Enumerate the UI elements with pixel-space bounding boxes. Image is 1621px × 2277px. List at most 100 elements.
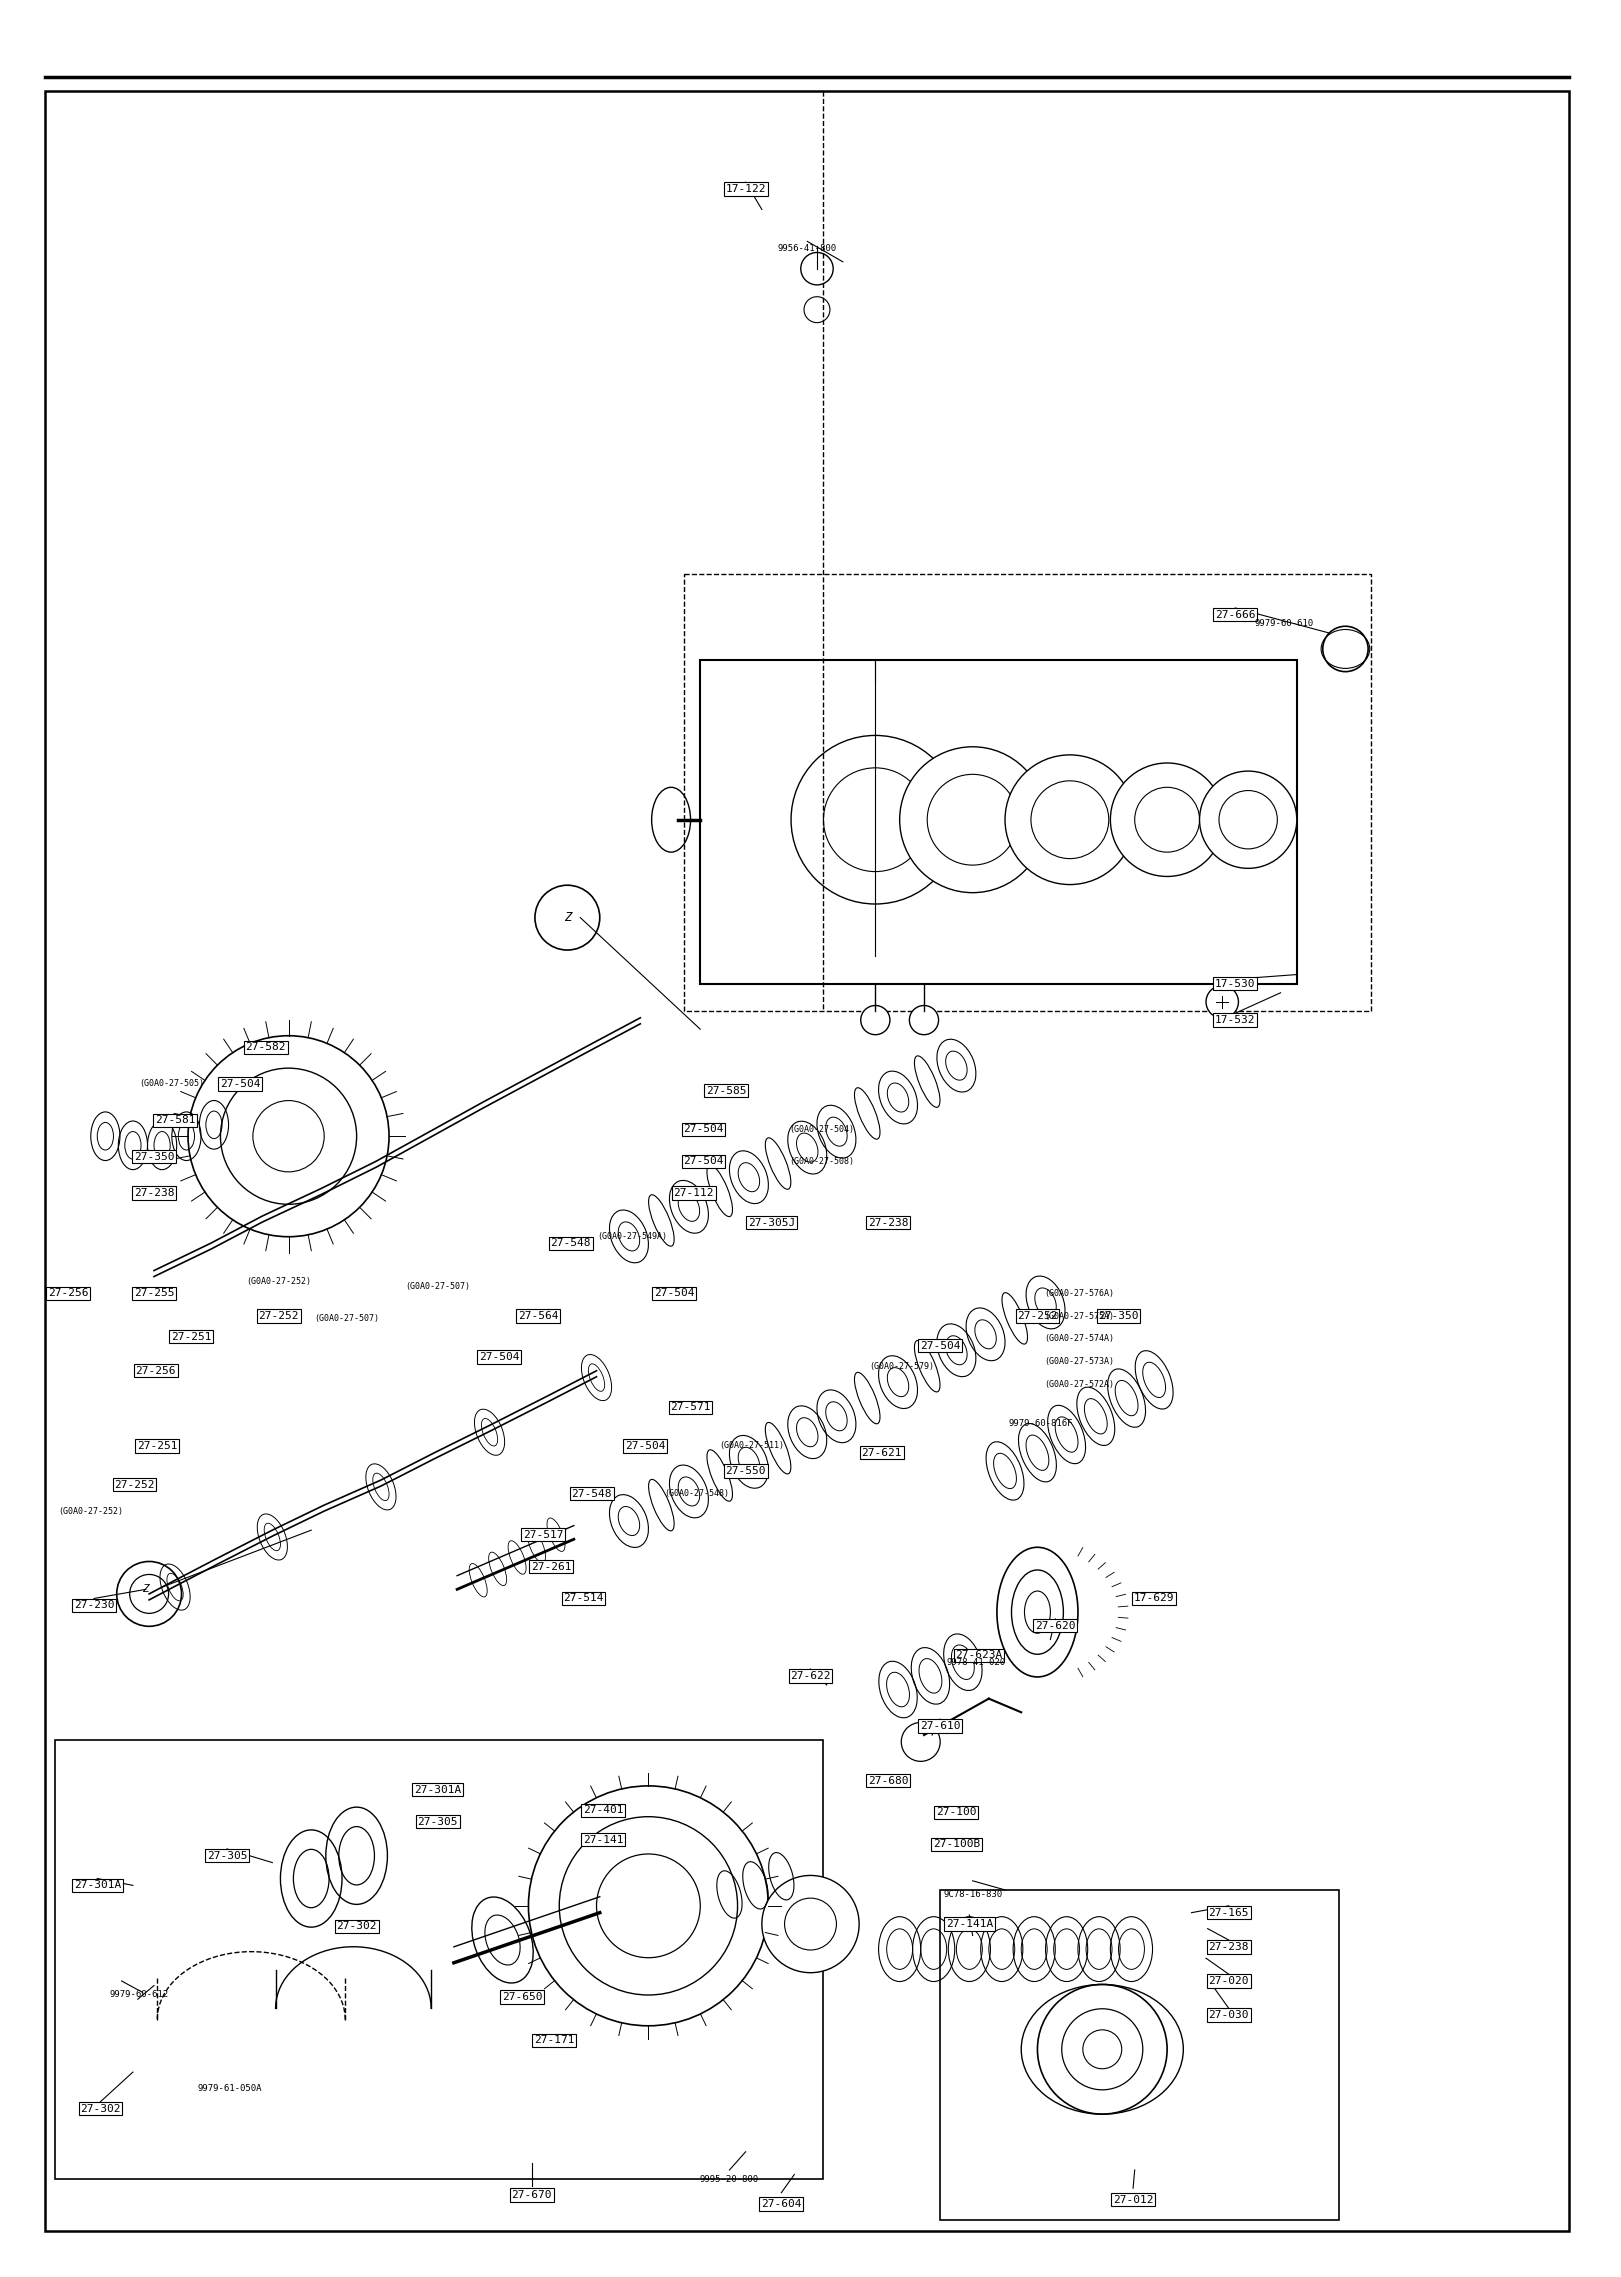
Circle shape — [1206, 986, 1238, 1018]
Circle shape — [597, 1853, 700, 1958]
Text: 27-623A: 27-623A — [955, 1651, 1003, 1660]
Circle shape — [1037, 1986, 1167, 2113]
Text: 27-517: 27-517 — [524, 1530, 562, 1539]
Text: 27-255: 27-255 — [135, 1289, 173, 1298]
Text: (G0A0-27-505): (G0A0-27-505) — [139, 1079, 204, 1088]
Text: 27-238: 27-238 — [1209, 1942, 1248, 1951]
Text: 27-621: 27-621 — [862, 1448, 901, 1457]
Text: 27-238: 27-238 — [869, 1218, 908, 1227]
Circle shape — [823, 767, 927, 872]
Text: (G0A0-27-507): (G0A0-27-507) — [314, 1314, 379, 1323]
Bar — [55, 1740, 823, 2179]
Text: (G0A0-27-252): (G0A0-27-252) — [246, 1277, 311, 1287]
Text: (G0A0-27-504): (G0A0-27-504) — [789, 1125, 854, 1134]
Text: 27-504: 27-504 — [220, 1079, 259, 1088]
Text: 27-256: 27-256 — [136, 1366, 175, 1375]
Text: 27-585: 27-585 — [707, 1086, 746, 1095]
Bar — [940, 1890, 1339, 2220]
Text: 9956-41-800: 9956-41-800 — [778, 244, 836, 253]
Text: 27-238: 27-238 — [135, 1189, 173, 1198]
Text: 27-504: 27-504 — [626, 1441, 665, 1450]
Text: 9978-41-020: 9978-41-020 — [947, 1658, 1005, 1667]
Circle shape — [1005, 756, 1135, 883]
Circle shape — [1110, 763, 1224, 877]
Text: 27-548: 27-548 — [572, 1489, 611, 1498]
Text: 27-252: 27-252 — [1018, 1312, 1057, 1321]
Text: 27-504: 27-504 — [921, 1341, 960, 1350]
Text: 17-122: 17-122 — [726, 184, 765, 194]
Circle shape — [791, 735, 960, 904]
Circle shape — [901, 1721, 940, 1762]
Text: 27-350: 27-350 — [1099, 1312, 1138, 1321]
Text: 27-620: 27-620 — [1036, 1621, 1075, 1630]
Text: 9979-60-610: 9979-60-610 — [1255, 619, 1313, 628]
Text: 27-230: 27-230 — [75, 1601, 113, 1610]
Text: (G0A0-27-508): (G0A0-27-508) — [789, 1157, 854, 1166]
Bar — [700, 660, 1297, 984]
Text: 27-112: 27-112 — [674, 1189, 713, 1198]
Text: 27-582: 27-582 — [246, 1043, 285, 1052]
Text: (G0A0-27-573A): (G0A0-27-573A) — [1044, 1357, 1115, 1366]
Text: 27-504: 27-504 — [655, 1289, 694, 1298]
Text: (G0A0-27-252): (G0A0-27-252) — [58, 1507, 123, 1516]
Text: 27-100B: 27-100B — [932, 1840, 981, 1849]
Circle shape — [528, 1785, 768, 2027]
Text: 9995-20-800: 9995-20-800 — [700, 2175, 759, 2184]
Text: 27-305: 27-305 — [207, 1851, 246, 1860]
Text: (G0A0-27-549A): (G0A0-27-549A) — [597, 1232, 668, 1241]
Circle shape — [120, 1564, 172, 1614]
Text: 9979-60-612: 9979-60-612 — [110, 1990, 169, 1999]
Text: 17-629: 17-629 — [1135, 1594, 1174, 1603]
Text: 9C78-16-830: 9C78-16-830 — [943, 1890, 1002, 1899]
Text: 27-350: 27-350 — [135, 1152, 173, 1161]
Circle shape — [1323, 626, 1368, 672]
Bar — [684, 574, 1371, 1011]
Circle shape — [785, 1899, 836, 1949]
Text: 27-548: 27-548 — [551, 1239, 590, 1248]
Text: 27-650: 27-650 — [503, 1992, 541, 2001]
Circle shape — [1200, 772, 1297, 868]
Text: 17-532: 17-532 — [1216, 1016, 1255, 1025]
Text: 27-666: 27-666 — [1216, 610, 1255, 619]
Text: (G0A0-27-574A): (G0A0-27-574A) — [1044, 1334, 1115, 1343]
Text: 27-305: 27-305 — [418, 1817, 457, 1826]
Text: 27-251: 27-251 — [172, 1332, 211, 1341]
Circle shape — [1219, 790, 1277, 849]
Text: 27-550: 27-550 — [726, 1466, 765, 1475]
Text: 9979-61-050A: 9979-61-050A — [198, 2083, 263, 2093]
Text: 27-302: 27-302 — [81, 2104, 120, 2113]
Text: (G0A0-27-572A): (G0A0-27-572A) — [1044, 1380, 1115, 1389]
Text: Z: Z — [564, 911, 571, 924]
Text: 27-252: 27-252 — [259, 1312, 298, 1321]
Text: 27-012: 27-012 — [1114, 2195, 1153, 2204]
Circle shape — [909, 1006, 939, 1034]
Circle shape — [927, 774, 1018, 865]
Text: (G0A0-27-548): (G0A0-27-548) — [665, 1489, 729, 1498]
Text: 27-504: 27-504 — [684, 1157, 723, 1166]
Text: 27-604: 27-604 — [762, 2200, 801, 2209]
Text: 9979-60-816F: 9979-60-816F — [1008, 1419, 1073, 1428]
Circle shape — [801, 253, 833, 285]
Text: 27-581: 27-581 — [156, 1116, 195, 1125]
Circle shape — [559, 1817, 738, 1995]
Text: 27-252: 27-252 — [115, 1480, 154, 1489]
Circle shape — [188, 1036, 389, 1236]
Circle shape — [762, 1876, 859, 1972]
Circle shape — [1062, 2008, 1143, 2090]
Text: 27-251: 27-251 — [138, 1441, 177, 1450]
Text: 27-302: 27-302 — [337, 1922, 376, 1931]
Text: 27-680: 27-680 — [869, 1776, 908, 1785]
Text: 27-100: 27-100 — [937, 1808, 976, 1817]
Text: 27-141: 27-141 — [584, 1835, 622, 1844]
Circle shape — [117, 1562, 182, 1626]
Text: 27-504: 27-504 — [684, 1125, 723, 1134]
Text: Z: Z — [143, 1585, 149, 1594]
Text: (G0A0-27-507): (G0A0-27-507) — [405, 1282, 470, 1291]
Text: (G0A0-27-511): (G0A0-27-511) — [720, 1441, 785, 1450]
Text: 27-401: 27-401 — [584, 1806, 622, 1815]
Circle shape — [535, 886, 600, 950]
Text: 27-141A: 27-141A — [945, 1920, 994, 1929]
Text: 27-622: 27-622 — [791, 1671, 830, 1680]
Text: 27-171: 27-171 — [535, 2036, 574, 2045]
Circle shape — [130, 1573, 169, 1614]
